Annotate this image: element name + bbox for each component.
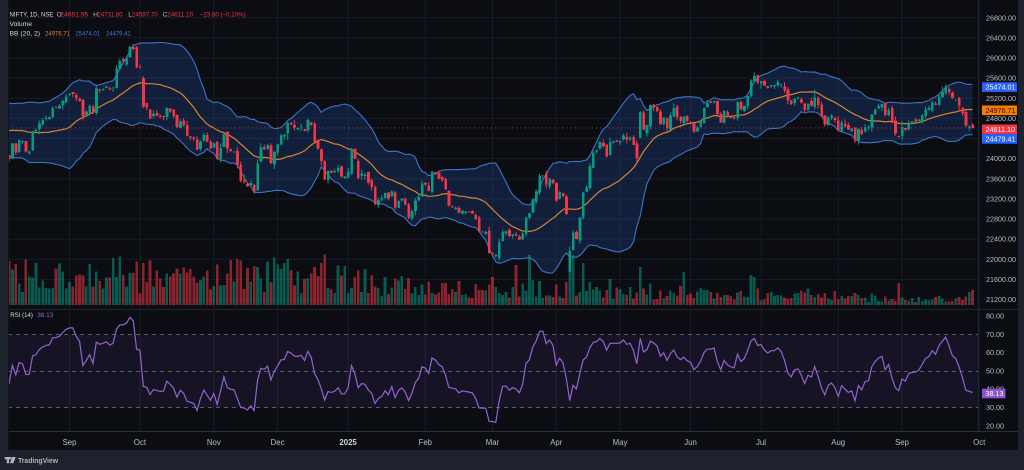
- svg-text:30.00: 30.00: [986, 403, 1004, 412]
- svg-text:80.00: 80.00: [986, 312, 1004, 321]
- svg-text:NIFTY, 1D, NSE: NIFTY, 1D, NSE: [10, 11, 54, 18]
- svg-text:2025: 2025: [339, 438, 357, 447]
- svg-text:60.00: 60.00: [986, 348, 1004, 357]
- svg-text:H: H: [93, 11, 98, 18]
- svg-text:24976.71: 24976.71: [45, 30, 70, 37]
- svg-text:23200.00: 23200.00: [986, 195, 1016, 204]
- svg-text:24976.71: 24976.71: [986, 106, 1016, 115]
- svg-text:Nov: Nov: [207, 438, 221, 447]
- svg-text:Apr: Apr: [550, 438, 563, 447]
- svg-text:25200.00: 25200.00: [986, 94, 1016, 103]
- svg-text:Jul: Jul: [756, 438, 766, 447]
- svg-text:Jun: Jun: [684, 438, 697, 447]
- svg-text:26400.00: 26400.00: [986, 33, 1016, 42]
- svg-text:Mar: Mar: [486, 438, 500, 447]
- svg-text:21200.00: 21200.00: [986, 295, 1016, 304]
- svg-text:22800.00: 22800.00: [986, 215, 1016, 224]
- svg-text:24000.00: 24000.00: [986, 154, 1016, 163]
- svg-text:C: C: [163, 11, 168, 18]
- svg-text:BB (20, 2): BB (20, 2): [10, 30, 41, 37]
- svg-text:24611.10: 24611.10: [986, 125, 1015, 134]
- svg-text:21600.00: 21600.00: [986, 275, 1016, 284]
- svg-text:38.13: 38.13: [37, 312, 53, 319]
- svg-text:L: L: [128, 11, 132, 18]
- svg-text:O: O: [57, 11, 62, 18]
- svg-text:70.00: 70.00: [986, 330, 1004, 339]
- svg-text:24731.80: 24731.80: [98, 11, 123, 18]
- svg-text:24587.70: 24587.70: [132, 11, 158, 18]
- svg-text:TradingView: TradingView: [18, 456, 58, 465]
- svg-text:May: May: [613, 438, 628, 447]
- svg-text:Oct: Oct: [134, 438, 147, 447]
- svg-text:24691.95: 24691.95: [60, 11, 88, 18]
- svg-text:RSI (14): RSI (14): [10, 312, 33, 319]
- svg-text:24800.00: 24800.00: [986, 114, 1016, 123]
- svg-text:26800.00: 26800.00: [986, 13, 1016, 22]
- svg-text:Feb: Feb: [419, 438, 433, 447]
- svg-text:25474.01: 25474.01: [75, 30, 100, 37]
- svg-text:23600.00: 23600.00: [986, 174, 1016, 183]
- svg-text:Oct: Oct: [973, 438, 986, 447]
- svg-text:−23.80 (−0.10%): −23.80 (−0.10%): [200, 11, 246, 18]
- svg-text:24611.10: 24611.10: [167, 11, 193, 18]
- svg-text:Volume: Volume: [10, 21, 33, 28]
- svg-text:24479.41: 24479.41: [986, 135, 1016, 144]
- svg-text:38.13: 38.13: [986, 389, 1004, 398]
- svg-text:Sep: Sep: [63, 438, 78, 447]
- svg-text:20.00: 20.00: [986, 421, 1004, 430]
- svg-text:22400.00: 22400.00: [986, 235, 1016, 244]
- svg-text:Dec: Dec: [271, 438, 285, 447]
- svg-text:24479.41: 24479.41: [106, 30, 131, 37]
- svg-text:25600.00: 25600.00: [986, 74, 1016, 83]
- svg-text:26000.00: 26000.00: [986, 54, 1016, 63]
- svg-text:25474.01: 25474.01: [986, 83, 1016, 92]
- svg-text:50.00: 50.00: [986, 366, 1004, 375]
- svg-text:Sep: Sep: [895, 438, 910, 447]
- svg-text:Aug: Aug: [831, 438, 845, 447]
- svg-text:22000.00: 22000.00: [986, 255, 1016, 264]
